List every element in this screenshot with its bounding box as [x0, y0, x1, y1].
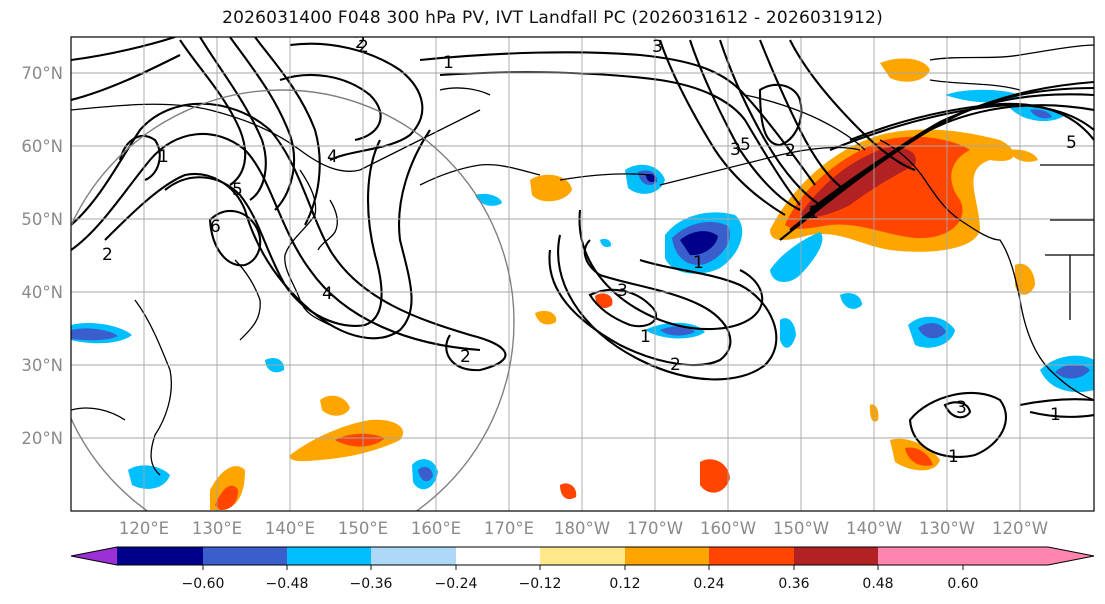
contour-label: 3 — [956, 398, 967, 418]
contour-label: 5 — [1066, 133, 1077, 153]
colorbar-extend-min — [71, 547, 117, 565]
colorbar-segment — [540, 547, 625, 565]
lon-label: 160°E — [411, 519, 461, 538]
contour-label: 4 — [327, 147, 338, 167]
contour-label: 1 — [640, 327, 651, 347]
lon-label: 150°W — [773, 519, 829, 538]
lat-label: 40°N — [21, 283, 63, 302]
lat-label: 20°N — [21, 429, 63, 448]
contour-label: 1 — [948, 447, 959, 467]
contour-label: 5 — [740, 135, 751, 155]
latitude-labels: 70°N 60°N 50°N 40°N 30°N 20°N — [21, 64, 63, 448]
contour-label: 3 — [730, 140, 741, 160]
lon-label: 130°W — [919, 519, 975, 538]
colorbar-segment — [456, 547, 540, 565]
colorbar-segment — [625, 547, 709, 565]
lon-label: 180°W — [554, 519, 610, 538]
colorbar-segment — [794, 547, 878, 565]
map-border — [70, 36, 1095, 512]
contour-label: 2 — [785, 141, 796, 161]
colorbar-extend-max — [963, 547, 1094, 565]
contour-label: 1 — [443, 53, 454, 73]
colorbar-segment — [709, 547, 794, 565]
colorbar-tick: 0.24 — [693, 576, 724, 592]
lon-label: 130°E — [192, 519, 242, 538]
colorbar-tick: −0.24 — [435, 576, 478, 592]
colorbar-tick: −0.36 — [350, 576, 393, 592]
shading-layer — [71, 58, 1094, 510]
lon-label: 120°W — [992, 519, 1048, 538]
lon-label: 160°W — [700, 519, 756, 538]
colorbar-tick: −0.12 — [519, 576, 562, 592]
colorbar-tick: 0.60 — [947, 576, 978, 592]
lat-label: 30°N — [21, 356, 63, 375]
reference-circle — [71, 89, 515, 511]
colorbar-tick: −0.60 — [182, 576, 225, 592]
contour-label: 3 — [652, 37, 663, 57]
coastlines — [71, 44, 1094, 476]
contour-label: 2 — [670, 355, 681, 375]
gridlines — [71, 37, 1094, 511]
contour-label: 5 — [232, 180, 243, 200]
contour-labels: 1 2 3 4 5 6 1 2 3 4 1 2 3 2 1 5 3 1 2 1 … — [102, 33, 1077, 467]
map-title: 2026031400 F048 300 hPa PV, IVT Landfall… — [222, 8, 883, 28]
contour-label: 2 — [355, 33, 366, 53]
pv-contours — [71, 37, 1094, 458]
contour-label: 2 — [102, 245, 113, 265]
lon-label: 150°E — [338, 519, 388, 538]
lat-label: 50°N — [21, 210, 63, 229]
contour-label: 2 — [358, 37, 369, 57]
contour-label: 4 — [322, 284, 333, 304]
lat-label: 60°N — [21, 137, 63, 156]
colorbar-segment — [117, 547, 203, 565]
colorbar-tick: −0.48 — [266, 576, 309, 592]
contour-label: 2 — [460, 347, 471, 367]
longitude-labels: 120°E 130°E 140°E 150°E 160°E 170°E 180°… — [119, 519, 1048, 538]
colorbar: −0.60 −0.48 −0.36 −0.24 −0.12 0.12 0.24 … — [70, 546, 1095, 592]
lon-label: 120°E — [119, 519, 169, 538]
lon-label: 140°W — [846, 519, 902, 538]
contour-label: 1 — [693, 253, 704, 273]
colorbar-tick: 0.36 — [778, 576, 809, 592]
lon-label: 170°W — [627, 519, 683, 538]
lat-label: 70°N — [21, 64, 63, 83]
lon-label: 170°E — [484, 519, 534, 538]
contour-label: 1 — [1050, 405, 1061, 425]
lon-label: 140°E — [265, 519, 315, 538]
colorbar-segment — [878, 547, 963, 565]
contour-label: 3 — [617, 281, 628, 301]
colorbar-segment — [371, 547, 456, 565]
colorbar-segment — [287, 547, 371, 565]
contour-label: 6 — [210, 217, 221, 237]
map-area — [71, 37, 1094, 511]
colorbar-tick: 0.48 — [862, 576, 893, 592]
contour-label: 1 — [158, 147, 169, 167]
colorbar-segment — [203, 547, 287, 565]
contour-label: 1 — [808, 203, 819, 223]
colorbar-tick: 0.12 — [609, 576, 640, 592]
